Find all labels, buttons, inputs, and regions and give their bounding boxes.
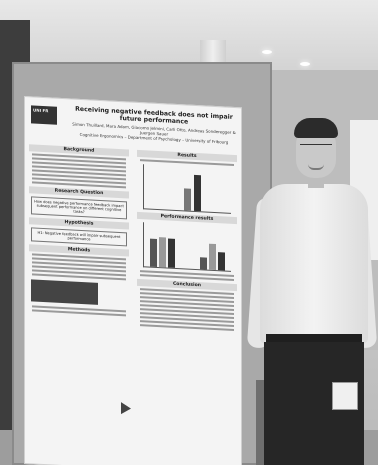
poster-left-column: Background Research Question How does ne…	[29, 141, 129, 318]
ceiling-light	[262, 50, 272, 54]
presenter-hair	[294, 118, 338, 138]
presenter-shirt	[260, 184, 368, 344]
chart-bar	[184, 188, 191, 211]
results-chart	[143, 164, 231, 214]
chart-bar	[150, 238, 157, 267]
chart-bar	[218, 252, 225, 271]
presenter-belt	[266, 334, 362, 344]
presenter	[246, 118, 378, 465]
research-question-box: How does negative performance feedback i…	[31, 196, 127, 220]
presenter-glasses	[300, 144, 332, 152]
procedure-diagram	[31, 279, 127, 307]
chart-bar	[200, 257, 207, 270]
chart-bar	[209, 243, 216, 271]
name-badge	[332, 382, 358, 410]
poster-right-column: Results Performance results Conclusion	[137, 147, 237, 333]
university-logo-text: UNI FR	[33, 107, 49, 114]
procedure-arrow	[121, 402, 131, 415]
chart-bar	[168, 238, 175, 268]
presenter-smile	[308, 164, 324, 170]
chart-bar	[194, 174, 201, 212]
ceiling-light	[300, 62, 310, 66]
poster: UNI FR Receiving negative feedback does …	[24, 96, 242, 465]
performance-chart	[143, 222, 231, 272]
chart-bar	[159, 237, 166, 268]
hypothesis-box: H1: Negative feedback will impair subseq…	[31, 227, 127, 247]
